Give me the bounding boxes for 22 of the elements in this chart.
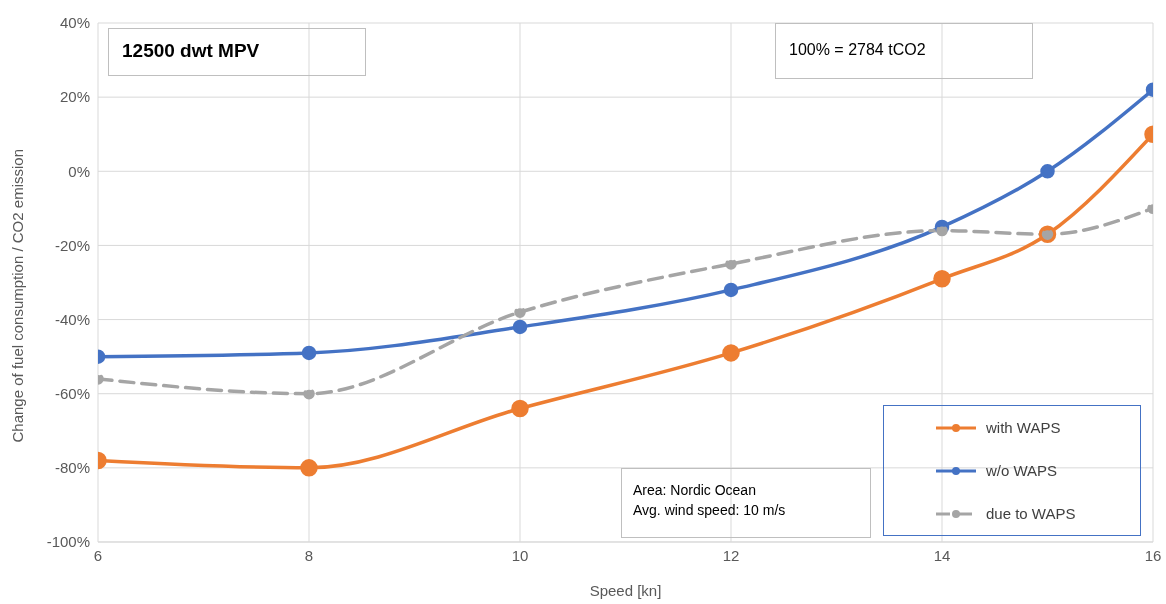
annotation: Area: Nordic Ocean Avg. wind speed: 10 m/s xyxy=(633,481,786,520)
annotation: 100% = 2784 tCO2 xyxy=(789,41,926,59)
x-tick-label: 16 xyxy=(1144,546,1162,564)
text: 12500 dwt MPV xyxy=(122,40,260,62)
y-tick-label: -80% xyxy=(54,459,90,477)
legend-label: with WAPS xyxy=(986,419,1061,436)
legend-label: w/o WAPS xyxy=(986,462,1058,479)
y-tick-label: -100% xyxy=(46,533,90,551)
y-tick-label: 20% xyxy=(59,88,90,106)
y-axis-title: Change of fuel consumption / CO2 emission xyxy=(9,149,27,443)
y-tick-label: -40% xyxy=(54,310,90,328)
x-tick-label: 8 xyxy=(304,546,314,564)
y-tick-label: -60% xyxy=(54,385,90,403)
y-tick-label: -20% xyxy=(54,236,90,254)
x-tick-label: 10 xyxy=(511,546,529,564)
x-tick-label: 12 xyxy=(722,546,740,564)
y-tick-label: 40% xyxy=(59,14,90,32)
y-tick-label: 0% xyxy=(68,162,90,180)
x-axis-title: Speed [kn] xyxy=(589,582,662,599)
legend-label: due to WAPS xyxy=(986,505,1076,522)
x-tick-label: 6 xyxy=(93,546,103,564)
x-tick-label: 14 xyxy=(933,546,951,564)
